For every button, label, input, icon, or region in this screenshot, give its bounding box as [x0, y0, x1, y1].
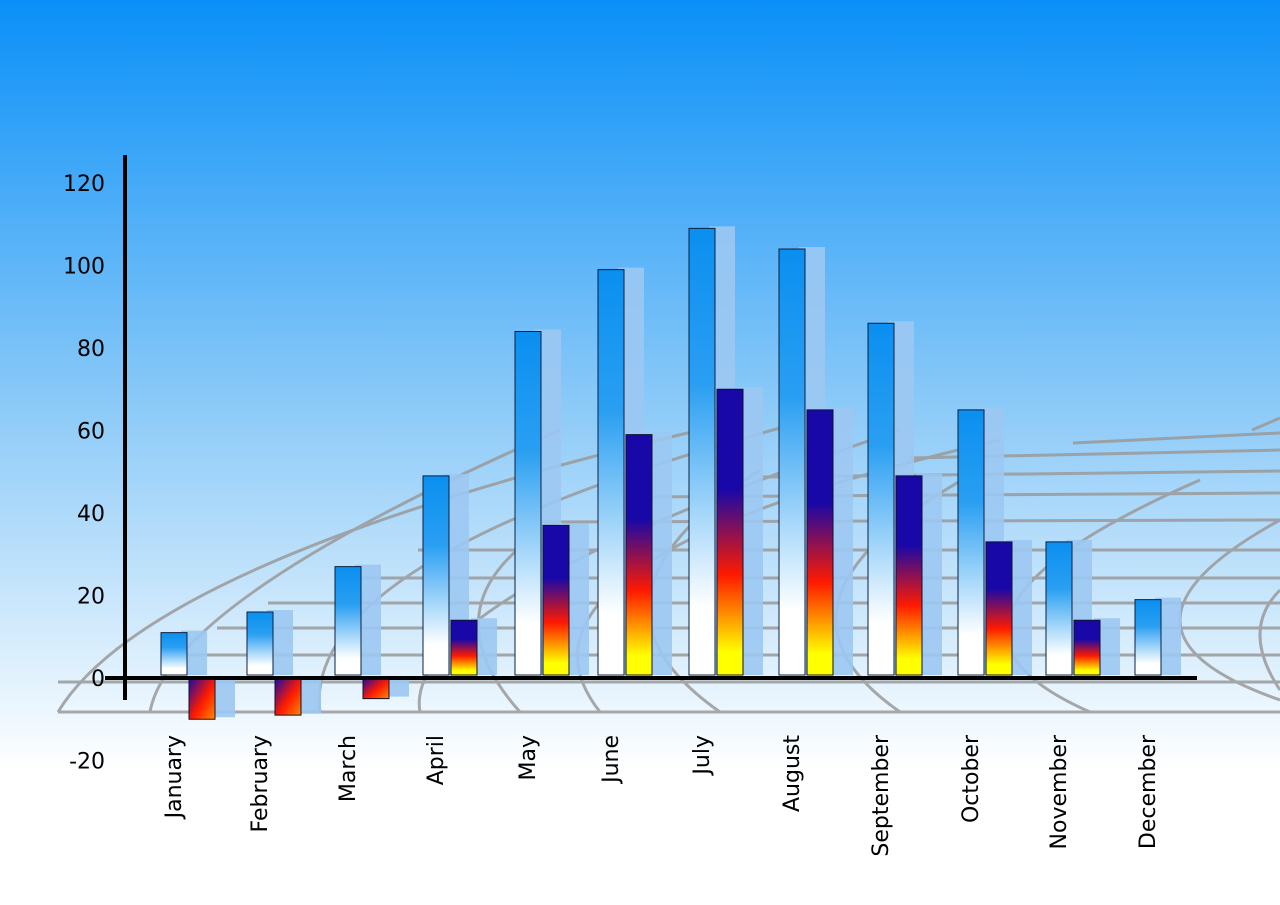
y-tick-label: 40 [77, 502, 105, 527]
bar-november-series-2 [1073, 619, 1101, 676]
bar-may-series-2 [542, 524, 570, 676]
y-tick-label: 0 [91, 667, 105, 692]
y-tick-label: -20 [69, 750, 105, 775]
bar-december-series-1 [1134, 599, 1162, 676]
grid-line [1072, 431, 1280, 445]
bar-january-series-2 [188, 677, 216, 720]
x-tick-label: May [516, 735, 541, 780]
y-tick-label: 120 [63, 172, 105, 197]
bar-april-series-1 [422, 475, 450, 676]
bar-march-series-1 [334, 566, 362, 676]
x-tick-label: February [248, 735, 273, 833]
x-tick-label: January [162, 735, 187, 820]
bar-september-series-2 [895, 475, 923, 676]
x-tick-label: December [1136, 734, 1161, 849]
x-tick-label: July [690, 735, 715, 777]
y-tick-label: 100 [63, 255, 105, 280]
x-tick-label: June [599, 735, 624, 785]
x-tick-label: October [959, 734, 984, 823]
bar-january-series-1 [160, 632, 188, 676]
bar-june-series-2 [625, 434, 653, 676]
bar-february-series-2 [274, 677, 302, 716]
bar-june-series-1 [597, 269, 625, 676]
bar-october-series-2 [985, 541, 1013, 676]
bar-september-series-1 [867, 322, 895, 676]
grid-line [1251, 416, 1280, 432]
x-tick-label: November [1047, 734, 1072, 849]
x-tick-label: March [336, 735, 361, 802]
y-tick-label: 80 [77, 337, 105, 362]
bar-april-series-2 [450, 619, 478, 676]
grid-curve [1258, 588, 1280, 691]
bar-march-series-2 [362, 677, 390, 700]
y-tick-label: 60 [77, 420, 105, 445]
y-tick-label: 20 [77, 585, 105, 610]
bar-february-series-1 [246, 611, 274, 676]
bar-july-series-1 [688, 227, 716, 676]
x-tick-label: April [424, 735, 449, 785]
bar-may-series-1 [514, 331, 542, 676]
x-tick-label: August [780, 735, 805, 812]
bar-july-series-2 [716, 388, 744, 676]
bar-november-series-1 [1045, 541, 1073, 676]
x-tick-label: September [869, 734, 894, 857]
bar-august-series-2 [806, 409, 834, 676]
bar-october-series-1 [957, 409, 985, 676]
bar-august-series-1 [778, 248, 806, 676]
